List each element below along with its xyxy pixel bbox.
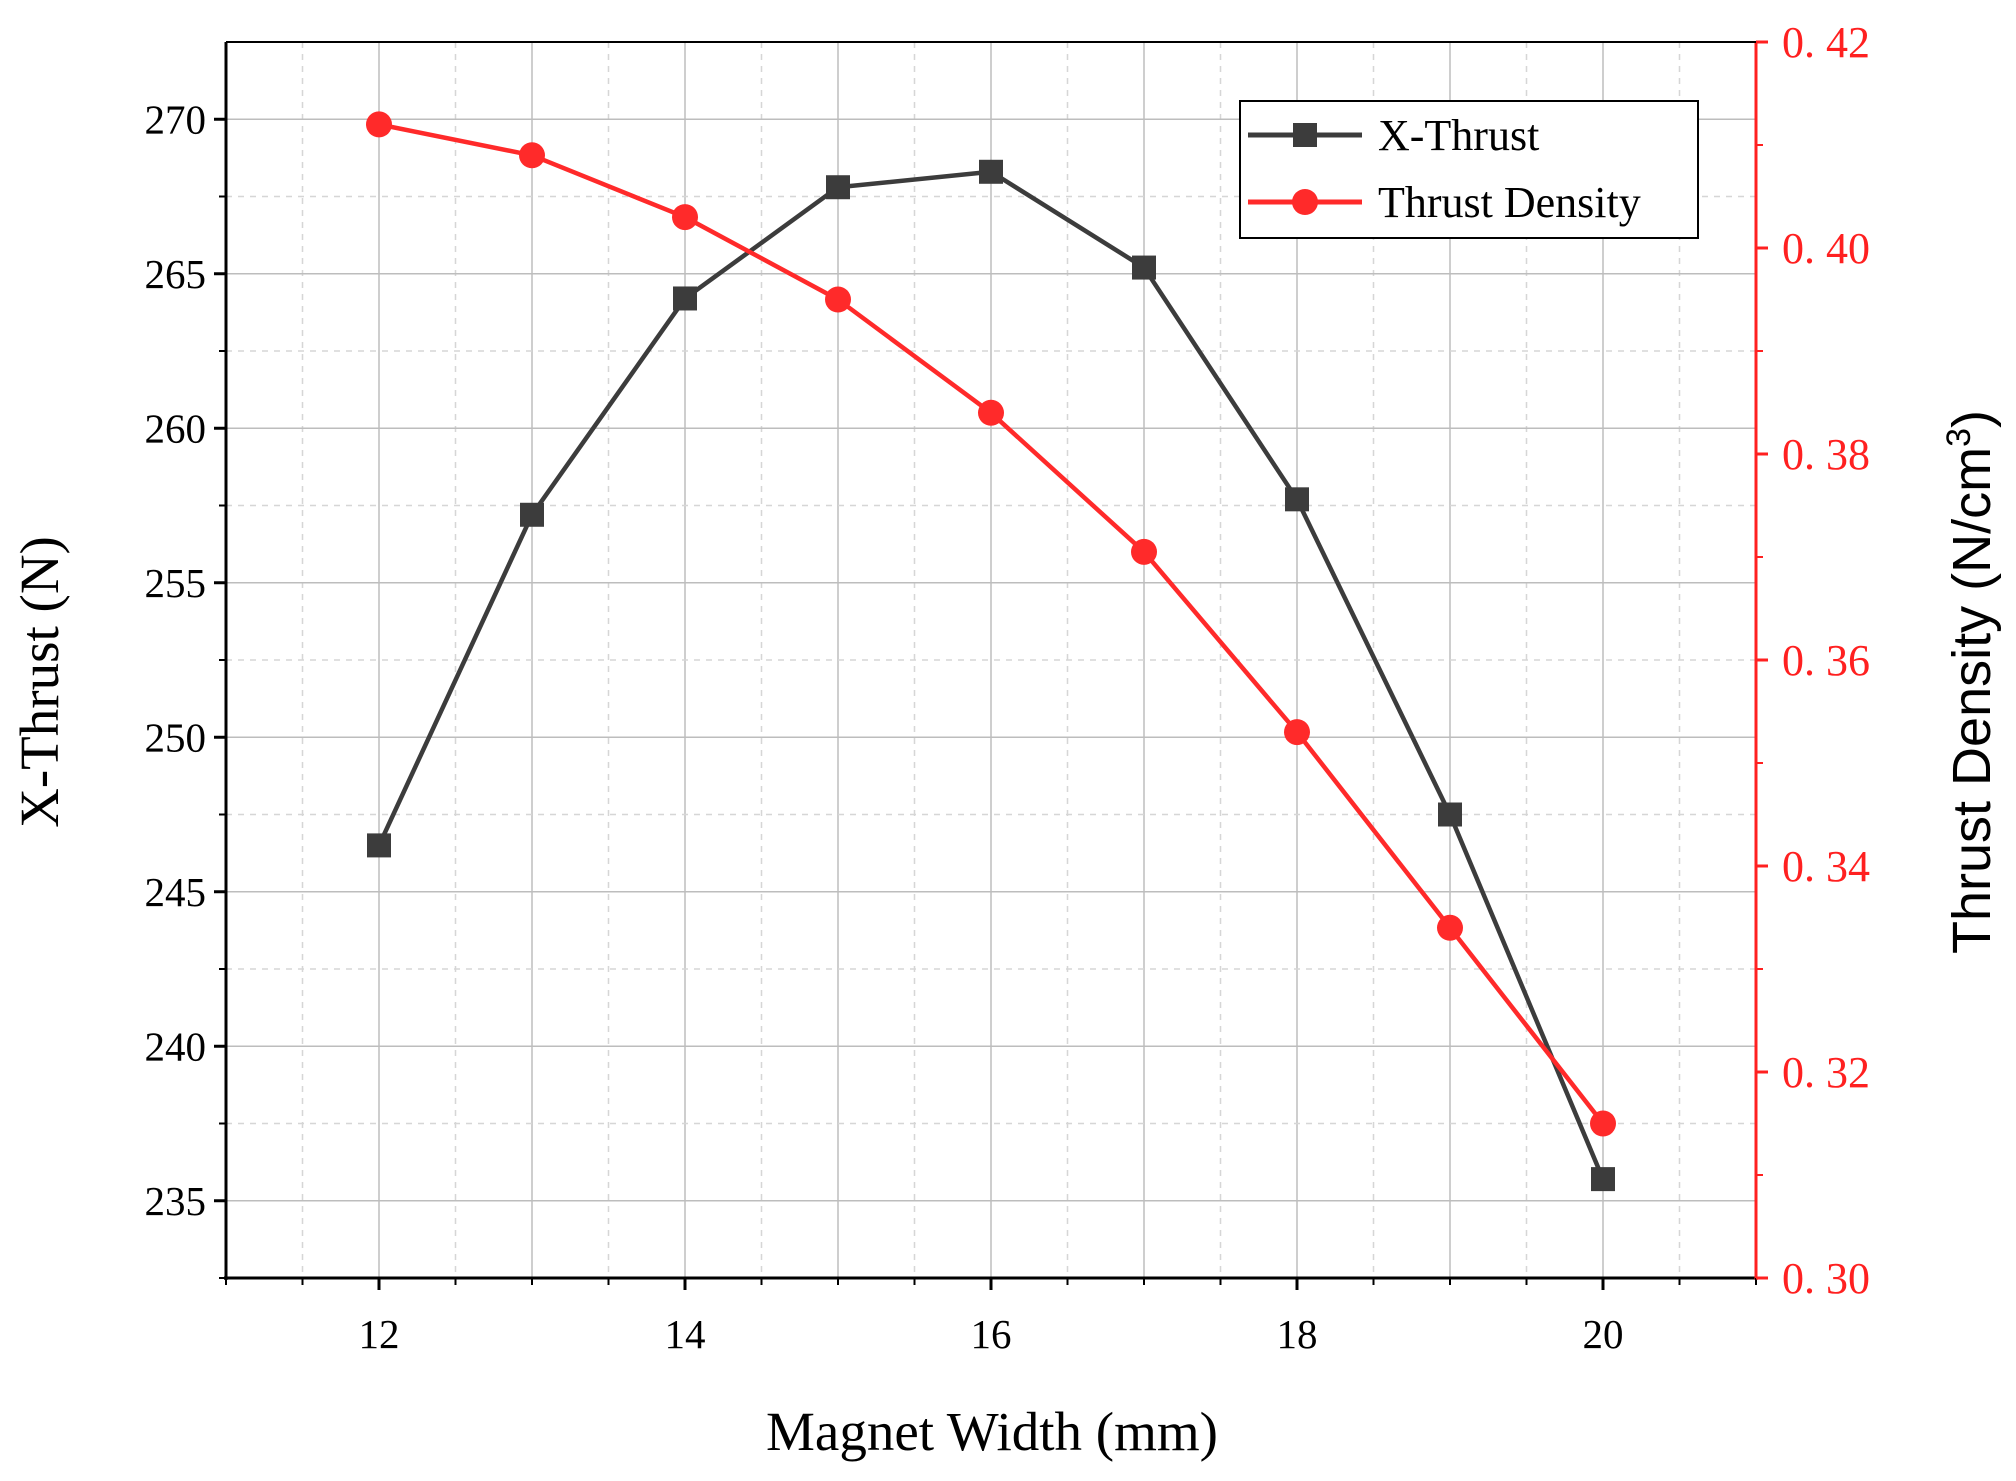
y-left-tick-label: 265 [145,251,207,297]
y-left-tick-label: 270 [145,96,207,142]
y-left-tick-label: 245 [145,869,207,915]
y-right-tick-label: 0. 40 [1782,224,1870,273]
data-point-x-thrust [520,502,544,527]
y-axis-right-label: Thrust Density (N/cm3) [1940,410,2002,954]
y-right-tick-label: 0. 38 [1782,430,1870,479]
legend-marker-x-thrust [1293,123,1317,147]
data-point-thrust-density [978,399,1004,426]
data-point-thrust-density [519,142,545,169]
y-right-tick-label: 0. 36 [1782,636,1870,685]
data-point-thrust-density [1437,914,1463,941]
data-point-x-thrust [367,833,391,858]
data-point-x-thrust [1132,255,1156,280]
y-right-tick-label: 0. 30 [1782,1254,1870,1303]
y-left-tick-label: 260 [145,405,207,451]
data-point-x-thrust [673,286,697,311]
data-point-x-thrust [1285,487,1309,512]
data-point-thrust-density [1131,538,1157,565]
y-axis-right-label-superscript: 3 [1940,428,1978,447]
data-point-thrust-density [1284,719,1310,746]
x-tick-label: 16 [971,1311,1012,1357]
data-point-x-thrust [826,175,850,200]
data-point-thrust-density [1590,1110,1616,1137]
data-point-thrust-density [366,111,392,138]
y-left-tick-label: 235 [145,1178,207,1224]
y-left-tick-label: 250 [145,714,207,760]
axes [214,40,1768,1290]
y-axis-left-label: X-Thrust (N) [9,536,70,828]
y-left-tick-label: 240 [145,1023,207,1069]
x-axis-label: Magnet Width (mm) [766,1401,1218,1462]
x-tick-label: 20 [1583,1311,1624,1357]
grid [226,42,1756,1278]
y-right-tick-label: 0. 34 [1782,842,1870,891]
legend-label-x-thrust: X-Thrust [1378,111,1539,160]
data-point-x-thrust [1591,1167,1615,1192]
data-point-thrust-density [825,286,851,313]
data-point-x-thrust [1438,802,1462,827]
series-layer [366,111,1616,1192]
y-right-tick-label: 0. 42 [1782,18,1870,67]
legend: X-Thrust Thrust Density [1239,100,1699,239]
legend-label-thrust-density: Thrust Density [1378,178,1641,227]
data-point-thrust-density [672,204,698,231]
x-tick-label: 12 [359,1311,400,1357]
x-tick-label: 14 [665,1311,706,1357]
y-axis-right-label-main: Thrust Density (N/cm [1942,447,2002,954]
legend-marker-thrust-density [1292,189,1318,215]
tick-labels: 235 240 245 250 255 260 265 270 12 14 16 18 20 0. 30 0… [145,18,1871,1357]
y-axis-right-label-close: ) [1942,410,2002,428]
y-left-tick-label: 255 [145,560,207,606]
data-point-x-thrust [979,159,1003,184]
y-right-tick-label: 0. 32 [1782,1048,1870,1097]
x-tick-label: 18 [1277,1311,1318,1357]
